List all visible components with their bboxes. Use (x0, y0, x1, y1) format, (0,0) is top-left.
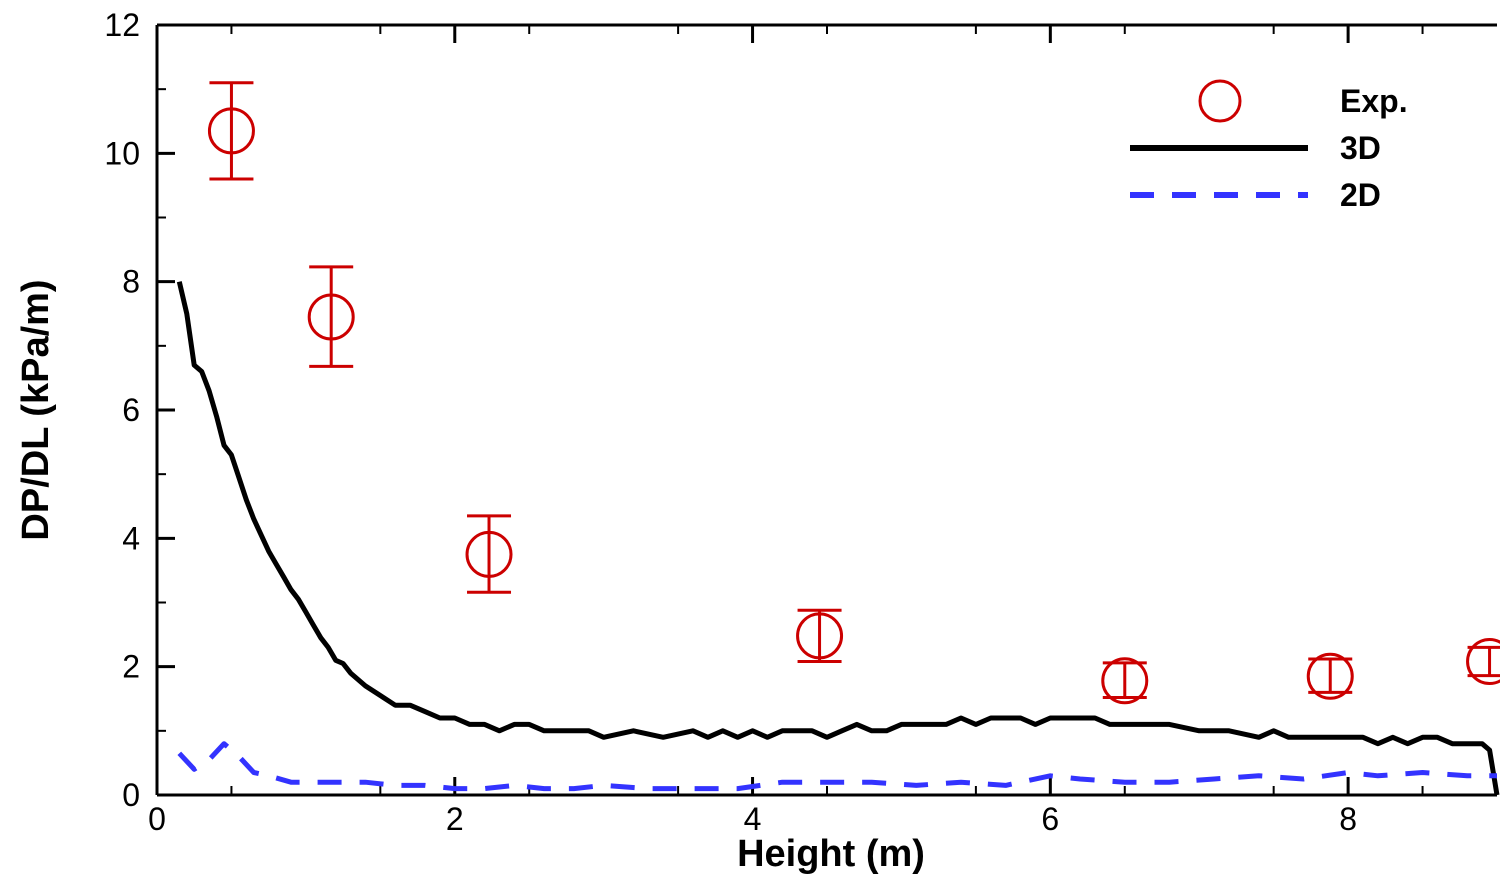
y-tick-label: 2 (122, 649, 140, 685)
x-tick-label: 2 (446, 801, 464, 837)
ticks: 0 2 4 6 8 0 2 4 6 8 10 12 (104, 7, 1424, 837)
data-point (207, 107, 255, 155)
x-tick-label: 4 (744, 801, 762, 837)
legend-label: Exp. (1340, 83, 1408, 119)
legend-label: 2D (1340, 177, 1381, 213)
y-tick-label: 8 (122, 264, 140, 300)
y-tick-label: 12 (104, 7, 140, 43)
legend-swatch (1198, 79, 1242, 123)
x-tick-label: 0 (148, 801, 166, 837)
y-tick-label: 10 (104, 135, 140, 171)
series-line-2D (177, 741, 1497, 792)
x-axis-title: Height (m) (737, 833, 925, 875)
y-axis-title: DP/DL (kPa/m) (15, 279, 57, 540)
data-point (1101, 657, 1149, 705)
data-point (1306, 652, 1354, 700)
data-point (1466, 638, 1500, 686)
y-tick-label: 4 (122, 520, 140, 556)
data-point (307, 293, 355, 341)
series-layer (176, 81, 1500, 796)
legend-item-3D: 3D (1130, 130, 1381, 166)
x-tick-label: 6 (1041, 801, 1059, 837)
legend-item-2D: 2D (1130, 177, 1381, 213)
data-point (465, 530, 513, 578)
series-2D (177, 741, 1497, 792)
y-tick-label: 0 (122, 777, 140, 813)
x-tick-label: 8 (1339, 801, 1357, 837)
series-Exp. (207, 81, 1500, 705)
data-point (796, 612, 844, 660)
legend-label: 3D (1340, 130, 1381, 166)
series-line-3D (176, 281, 1500, 796)
series-3D (176, 281, 1500, 796)
legend: Exp. 3D 2D (1130, 79, 1408, 213)
y-tick-label: 6 (122, 392, 140, 428)
legend-item-Exp.: Exp. (1198, 79, 1408, 123)
